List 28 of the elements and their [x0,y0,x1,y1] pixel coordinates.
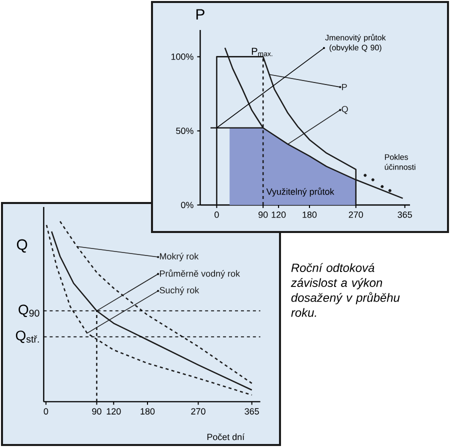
x-tick-label: 270 [348,212,364,218]
legend-label: Suchý rok [160,286,200,296]
x-tick-label: 90 [258,212,268,218]
x-tick-label: 0 [214,212,219,218]
y-tick-label: 100% [171,54,194,60]
legend-label: Mokrý rok [160,252,199,262]
x-tick-label: 365 [398,212,412,218]
x-tick-label: 120 [106,408,121,415]
x-tick-label: 90 [92,408,102,415]
x-tick-label: 120 [272,212,286,218]
y-tick-label: 0% [181,202,194,208]
legend-label: Průměrně vodný rok [160,269,240,279]
series-label: Využitelný průtok [266,187,334,197]
y-axis-title: P [196,9,204,20]
x-tick-label: 0 [44,408,48,415]
y-tick-label: 50% [176,128,194,134]
x-axis-title: Počet dní [207,433,245,440]
text: Roční odtoková závislost a výkon dosažený v průběhu roku. [290,263,400,317]
ref-line-label: Q$_{90}$ [18,304,40,318]
annotation: P$_{max.}$ [252,48,272,56]
x-tick-label: 180 [140,408,155,415]
x-tick-label: 365 [244,408,259,415]
x-tick-label: 270 [191,408,206,415]
legend-label: Q [342,106,348,114]
ref-line-label: Q$_{stř.}$ [16,330,39,343]
y-axis-title: Q [16,239,28,253]
x-tick-label: 180 [302,212,317,218]
legend-label: P [342,84,347,90]
